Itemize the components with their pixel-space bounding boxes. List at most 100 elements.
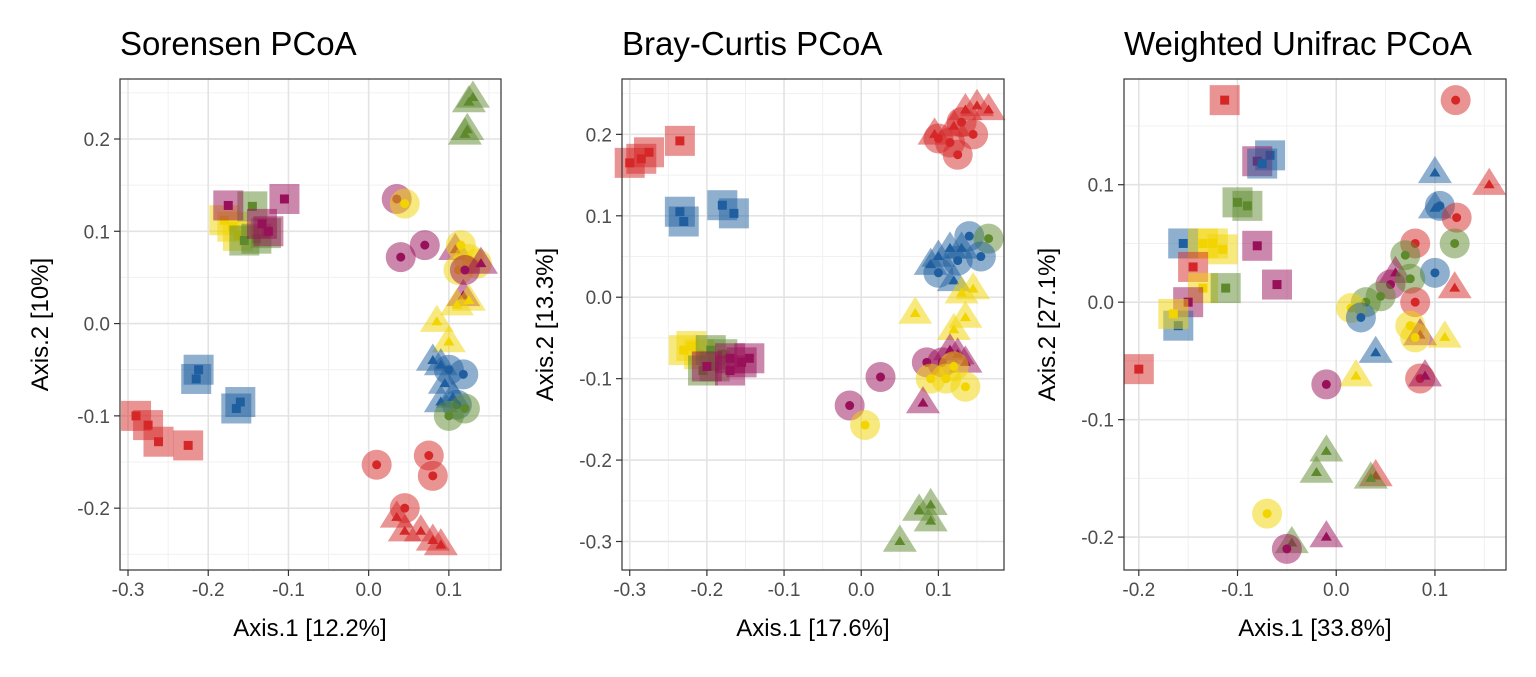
data-point — [1419, 257, 1450, 288]
data-point — [913, 487, 948, 516]
data-point — [181, 363, 212, 394]
data-point — [1395, 263, 1426, 294]
y-tick-label: 0.1 — [586, 207, 612, 228]
data-point — [455, 80, 490, 108]
data-point — [958, 119, 989, 150]
data-point — [1309, 520, 1344, 548]
x-axis-label: Axis.1 [33.8%] — [1238, 615, 1391, 642]
data-point — [450, 112, 485, 140]
y-tick-label: -0.1 — [77, 407, 110, 428]
y-tick-label: 0.0 — [84, 315, 110, 336]
y-axis-label: Axis.2 [10%] — [27, 258, 54, 391]
data-point — [409, 230, 440, 261]
plot-frame — [119, 78, 502, 571]
x-tick-label: -0.3 — [613, 580, 646, 601]
data-point — [668, 206, 699, 237]
points — [1123, 85, 1507, 564]
x-tick-label: 0.0 — [355, 580, 381, 601]
data-point — [1400, 322, 1431, 353]
data-point — [385, 242, 416, 273]
x-tick-label: -0.1 — [272, 580, 305, 601]
data-point — [1232, 190, 1263, 221]
data-point — [1209, 85, 1240, 116]
x-tick-label: 0.0 — [1323, 580, 1349, 601]
ticks: -0.3 -0.2 -0.1 0.0 0.1 -0.3 -0.2 -0.1 0.0 0.1 0.2 — [579, 125, 951, 601]
data-point — [1427, 320, 1462, 348]
data-point — [1437, 271, 1472, 299]
data-point — [451, 283, 486, 311]
data-point — [1309, 434, 1344, 462]
x-axis-label: Axis.1 [17.6%] — [736, 615, 889, 642]
y-tick-label: -0.1 — [579, 370, 612, 391]
data-point — [691, 351, 722, 382]
data-point — [1210, 273, 1241, 304]
data-point — [1207, 234, 1238, 265]
data-point — [1417, 155, 1452, 184]
x-tick-label: -0.2 — [1122, 580, 1155, 601]
y-tick-label: 0.1 — [84, 222, 110, 243]
y-tick-label: -0.2 — [1081, 528, 1114, 549]
data-point — [905, 386, 940, 414]
panel-title: Bray-Curtis PCoA — [622, 25, 882, 62]
data-point — [1440, 85, 1471, 116]
ticks: -0.2 -0.1 0.0 0.1 -0.2 -0.1 0.0 0.1 — [1081, 176, 1448, 601]
data-point — [971, 92, 1006, 121]
data-point — [417, 460, 448, 491]
data-point — [1158, 298, 1189, 329]
data-point — [423, 528, 458, 556]
data-point — [1441, 202, 1472, 233]
data-point — [221, 393, 252, 424]
data-point — [419, 304, 454, 332]
plot-frame — [621, 78, 1005, 571]
data-point — [431, 325, 466, 353]
data-point — [898, 296, 933, 324]
x-axis-label: Axis.1 [12.2%] — [233, 615, 386, 642]
data-point — [1123, 354, 1154, 385]
data-point — [950, 371, 981, 402]
y-axis-label: Axis.2 [27.1%] — [1034, 248, 1061, 401]
data-point — [850, 410, 881, 441]
ticks: -0.3 -0.2 -0.1 0.0 0.1 -0.2 -0.1 0.0 0.1 0.2 — [77, 130, 462, 601]
data-point — [913, 504, 948, 532]
data-point — [1353, 461, 1388, 489]
data-point — [1400, 287, 1431, 318]
data-point — [1408, 359, 1443, 387]
data-point — [1271, 533, 1302, 564]
data-point — [942, 139, 973, 170]
x-tick-label: -0.3 — [112, 580, 145, 601]
plot-frame — [1123, 78, 1507, 571]
data-point — [361, 449, 392, 480]
data-point — [143, 426, 174, 457]
data-point — [948, 300, 983, 328]
data-point — [173, 430, 204, 461]
data-point — [1358, 335, 1393, 363]
data-point — [213, 190, 244, 221]
data-point — [1252, 498, 1283, 529]
data-point — [664, 125, 695, 156]
data-point — [1311, 369, 1342, 400]
data-point — [1345, 302, 1376, 333]
y-tick-label: -0.2 — [579, 451, 612, 472]
data-point — [718, 198, 749, 229]
data-point — [865, 362, 896, 393]
data-point — [1472, 167, 1507, 195]
data-point — [634, 137, 665, 168]
data-point — [965, 241, 996, 272]
y-tick-label: 0.0 — [586, 288, 612, 309]
y-tick-label: 0.0 — [1088, 293, 1114, 314]
x-tick-label: -0.2 — [691, 580, 724, 601]
x-tick-label: 0.1 — [436, 580, 462, 601]
data-point — [449, 255, 480, 286]
data-point — [1299, 455, 1334, 483]
data-point — [433, 400, 464, 431]
y-tick-label: 0.2 — [586, 125, 612, 146]
panel-weighted-unifrac: Weighted Unifrac PCoA -0.2 -0.1 0.0 0.1-0.2… — [1034, 25, 1507, 642]
data-point — [253, 216, 284, 247]
panel-title: Sorensen PCoA — [120, 25, 357, 62]
y-tick-label: 0.2 — [84, 130, 110, 151]
data-point — [956, 272, 991, 300]
data-point — [1338, 359, 1373, 387]
